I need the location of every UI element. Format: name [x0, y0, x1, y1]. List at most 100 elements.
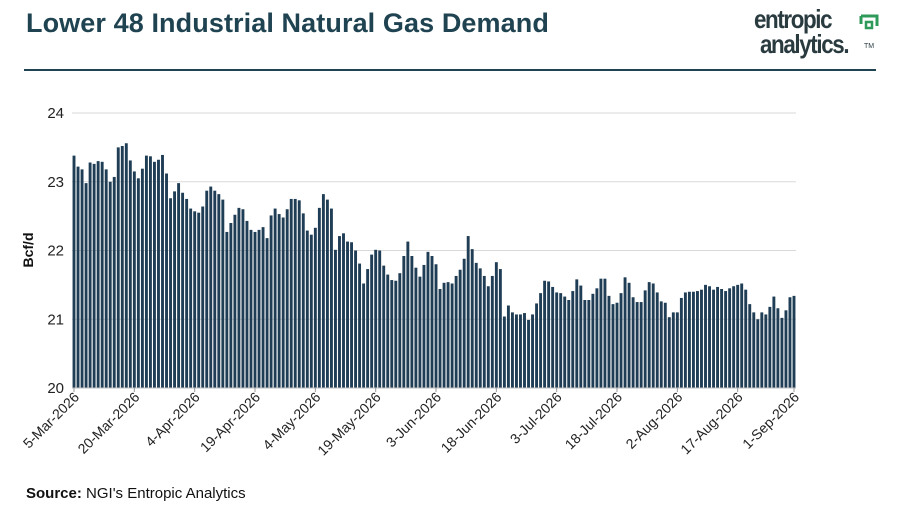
- bar: [213, 190, 217, 388]
- bar: [173, 191, 177, 388]
- bar: [474, 262, 478, 388]
- bar: [281, 217, 285, 388]
- bar: [181, 192, 185, 388]
- bar: [615, 302, 619, 388]
- bar: [221, 199, 225, 388]
- bar: [305, 230, 309, 388]
- bar: [442, 282, 446, 388]
- bar: [136, 178, 140, 388]
- bar: [466, 236, 470, 388]
- bar: [249, 229, 253, 388]
- bar: [120, 146, 124, 388]
- bar: [426, 251, 430, 388]
- x-tick-label: 18-Jul-2026: [562, 389, 626, 453]
- bar: [752, 312, 756, 388]
- bar: [165, 173, 168, 388]
- bar: [450, 283, 454, 388]
- bar: [88, 162, 92, 388]
- bar: [289, 198, 293, 388]
- bar: [346, 241, 349, 388]
- bar: [510, 312, 514, 388]
- bar: [237, 207, 241, 388]
- bar: [756, 319, 760, 388]
- bar: [406, 241, 410, 388]
- bar: [354, 250, 358, 388]
- bar: [80, 169, 84, 388]
- bar: [321, 194, 325, 388]
- bar: [329, 208, 333, 388]
- bar: [486, 286, 490, 388]
- bar: [241, 209, 245, 388]
- bar: [784, 310, 788, 388]
- bar: [740, 283, 744, 388]
- bar: [671, 312, 675, 388]
- logo-text-line2: analytics.: [760, 29, 850, 59]
- bar: [712, 289, 715, 388]
- bar: [177, 183, 181, 388]
- bar: [84, 183, 88, 388]
- bar: [551, 286, 555, 388]
- bar: [607, 295, 611, 388]
- bar: [96, 161, 100, 388]
- bar: [434, 264, 438, 388]
- bar: [100, 161, 104, 388]
- bar: [531, 314, 534, 388]
- bar: [217, 194, 221, 388]
- bar: [687, 291, 691, 388]
- bar: [470, 249, 474, 388]
- bar: [193, 211, 197, 388]
- bar: [342, 233, 345, 388]
- bar: [201, 206, 205, 388]
- bar: [700, 289, 703, 388]
- bar: [587, 300, 591, 388]
- bar: [253, 231, 257, 388]
- bar: [651, 283, 655, 388]
- logo-text-line1: entropic: [754, 4, 833, 34]
- x-tick-label: 2-Aug-2026: [622, 389, 685, 452]
- bar: [418, 276, 422, 388]
- bar: [128, 160, 132, 388]
- entropic-analytics-logo: entropic analytics. TM: [748, 6, 888, 62]
- bar: [245, 220, 249, 388]
- header-divider: [24, 69, 876, 71]
- bar: [716, 286, 720, 388]
- bar: [410, 256, 414, 388]
- bar: [233, 214, 237, 388]
- bar: [555, 292, 559, 388]
- bar: [153, 161, 156, 388]
- bar: [72, 155, 76, 388]
- y-tick-label: 24: [47, 105, 64, 122]
- bar: [257, 229, 261, 388]
- bar: [768, 306, 772, 388]
- bar: [386, 274, 390, 388]
- bar: [277, 214, 281, 388]
- bar: [382, 265, 386, 388]
- bar: [772, 296, 776, 388]
- bar: [225, 231, 229, 388]
- bar: [506, 305, 510, 388]
- bar: [736, 284, 740, 388]
- bar: [643, 290, 647, 388]
- bar: [478, 268, 482, 388]
- source-text: NGI's Entropic Analytics: [81, 485, 246, 502]
- bar: [394, 280, 398, 388]
- bar: [760, 312, 764, 388]
- bar: [205, 190, 209, 388]
- bar: [265, 238, 269, 388]
- bar: [543, 280, 547, 388]
- x-tick-label: 3-Jul-2026: [507, 389, 565, 447]
- bar: [547, 281, 551, 388]
- y-tick-label: 23: [47, 174, 64, 191]
- x-tick-label: 4-Apr-2026: [142, 389, 203, 450]
- bar: [498, 269, 502, 388]
- bar: [748, 304, 752, 388]
- bar: [414, 267, 418, 388]
- bar: [454, 275, 458, 388]
- bar: [728, 288, 732, 388]
- bar: [325, 199, 329, 388]
- bar: [583, 300, 587, 388]
- x-tick-label: 3-Jun-2026: [383, 389, 445, 451]
- bar: [76, 166, 80, 388]
- bar: [309, 234, 313, 388]
